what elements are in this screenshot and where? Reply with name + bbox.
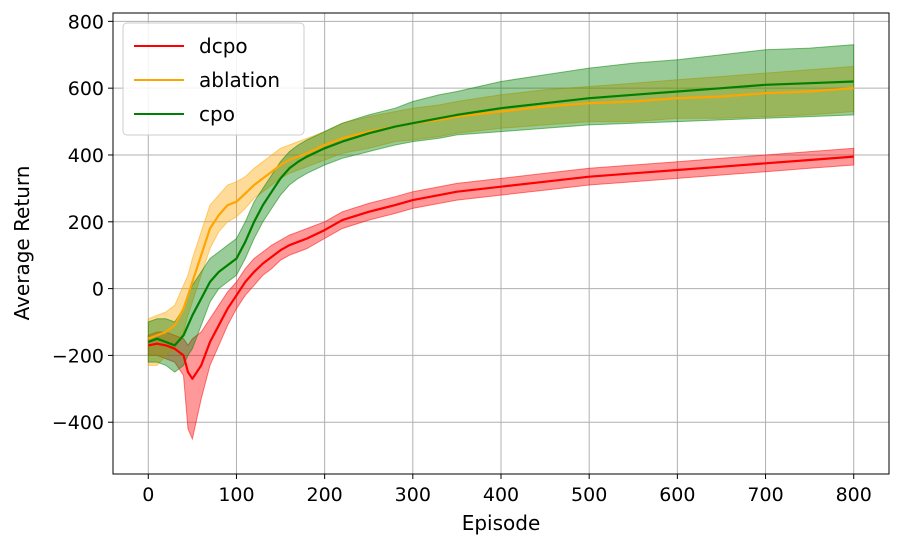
y-axis-label: Average Return (10, 166, 34, 321)
x-tick-label: 100 (218, 484, 254, 506)
x-axis-ticks: 0 100 200 300 400 500 600 700 800 (142, 474, 872, 506)
line-dcpo (148, 155, 854, 380)
y-tick-label: −200 (52, 345, 104, 367)
x-tick-label: 500 (571, 484, 607, 506)
band-dcpo (147, 147, 855, 441)
y-tick-label: 400 (68, 145, 104, 167)
x-axis-label: Episode (462, 511, 541, 535)
y-tick-label: 0 (92, 279, 104, 301)
legend-label-ablation: ablation (199, 68, 280, 92)
line-ablation (147, 87, 854, 340)
series-lines (147, 80, 854, 380)
band-cpo (147, 44, 855, 373)
x-tick-label: 700 (747, 484, 783, 506)
y-axis-ticks: −400 −200 0 200 400 600 800 (52, 11, 113, 434)
x-tick-label: 0 (142, 484, 154, 506)
legend-box (122, 22, 305, 136)
x-tick-label: 300 (395, 484, 431, 506)
confidence-bands (147, 44, 855, 441)
y-tick-label: 600 (68, 78, 104, 100)
x-tick-label: 400 (483, 484, 519, 506)
legend-label-dcpo: dcpo (199, 34, 248, 58)
x-tick-label: 800 (836, 484, 872, 506)
legend-label-cpo: cpo (199, 102, 235, 126)
x-tick-label: 600 (659, 484, 695, 506)
y-tick-label: 800 (68, 11, 104, 33)
x-tick-label: 200 (307, 484, 343, 506)
y-tick-label: −400 (52, 412, 104, 434)
y-tick-label: 200 (68, 212, 104, 234)
line-cpo (147, 80, 854, 347)
legend: dcpo ablation cpo (122, 22, 305, 136)
